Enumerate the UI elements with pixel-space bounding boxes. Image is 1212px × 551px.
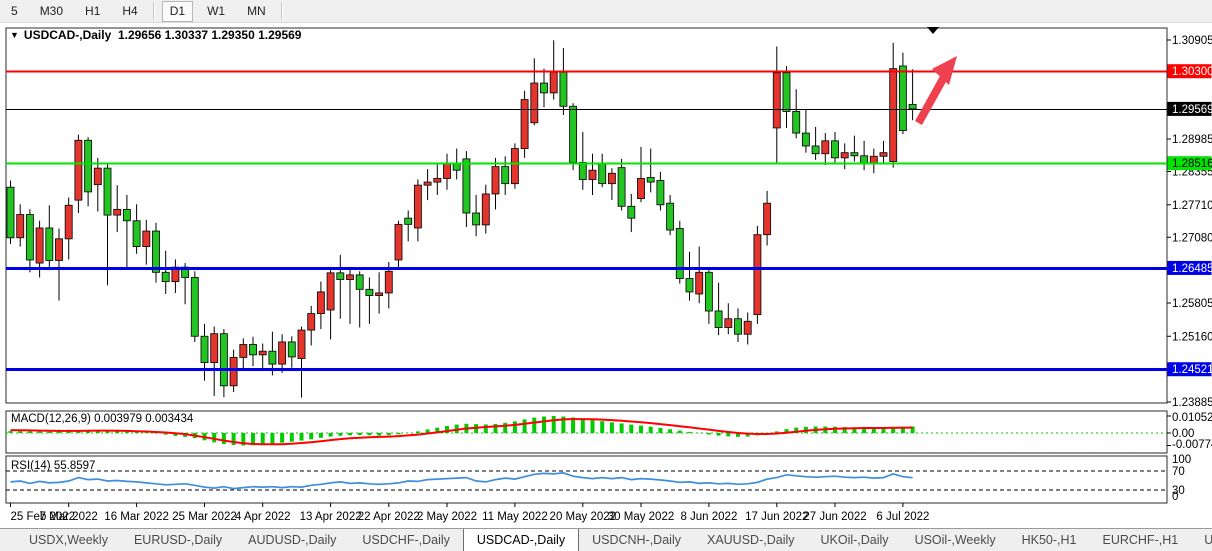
tab-eurchf-h1[interactable]: EURCHF-,H1: [1102, 533, 1179, 547]
svg-text:8 Jun 2022: 8 Jun 2022: [680, 511, 737, 523]
tab-usoil-weekly[interactable]: USOil-,Weekly: [914, 533, 996, 547]
rsi-layer: [6, 470, 1167, 491]
timeframe-button-h4[interactable]: H4: [122, 3, 138, 18]
svg-text:70: 70: [1172, 466, 1185, 478]
macd-main-value: 0.003979: [94, 413, 143, 425]
svg-text:16 Mar 2022: 16 Mar 2022: [104, 511, 169, 523]
price-level-lines[interactable]: [6, 70, 1167, 371]
rsi-panel-frame: [5, 455, 1168, 504]
tab-usdcad-daily[interactable]: USDCAD-,Daily: [462, 529, 580, 551]
timeframe-button-m30[interactable]: M30: [39, 3, 64, 18]
macd-signal-value: 0.003434: [145, 413, 194, 425]
svg-text:22 Apr 2022: 22 Apr 2022: [358, 511, 420, 523]
svg-text:1.23885: 1.23885: [1172, 397, 1212, 409]
macd-layer: [6, 416, 1167, 446]
tab-audusd-daily[interactable]: AUDUSD-,Daily: [248, 533, 337, 547]
chart-area: 1.30905 1.28985 1.28355 1.27710 1.27080 1.258…: [0, 23, 1212, 528]
svg-text:25 Feb 2022: 25 Feb 2022: [11, 511, 76, 523]
svg-text:30 May 2022: 30 May 2022: [608, 511, 675, 523]
tab-eurusd-daily[interactable]: EURUSD-,Daily: [133, 533, 223, 547]
svg-text:7 Mar 2022: 7 Mar 2022: [40, 511, 98, 523]
tab-usdcnh-daily[interactable]: USDCNH-,Daily: [592, 533, 681, 547]
svg-text:27 Jun 2022: 27 Jun 2022: [803, 511, 866, 523]
svg-text:6 Jul 2022: 6 Jul 2022: [876, 511, 929, 523]
svg-text:1.26485: 1.26485: [1172, 263, 1212, 275]
svg-text:0.01052: 0.01052: [1172, 412, 1212, 424]
macd-indicator-label: MACD(12,26,9) 0.003979 0.003434: [11, 413, 194, 425]
timeframe-button-w1[interactable]: W1: [207, 3, 226, 18]
svg-text:-0.007744: -0.007744: [1172, 439, 1212, 451]
svg-text:30: 30: [1172, 485, 1185, 497]
svg-text:4 Apr 2022: 4 Apr 2022: [235, 511, 291, 523]
tab-usdx-weekly[interactable]: USDX,Weekly: [29, 533, 108, 547]
main-panel-frame: [5, 27, 1168, 404]
symbol-dropdown-icon[interactable]: ▼: [10, 30, 19, 40]
svg-text:13 Apr 2022: 13 Apr 2022: [300, 511, 362, 523]
svg-text:2 May 2022: 2 May 2022: [417, 511, 477, 523]
svg-text:1.28516: 1.28516: [1172, 158, 1212, 170]
rsi-value: 55.8597: [53, 460, 96, 472]
svg-text:11 May 2022: 11 May 2022: [482, 511, 548, 523]
svg-text:100: 100: [1172, 454, 1191, 466]
svg-text:1.25160: 1.25160: [1172, 331, 1212, 343]
timeframe-toolbar: 5 M30 H1 H4 D1 W1 MN: [0, 0, 1212, 23]
svg-text:17 Jun 2022: 17 Jun 2022: [745, 511, 808, 523]
tab-usoil-h[interactable]: USOil-,H: [1191, 529, 1212, 551]
tab-ukoil-daily[interactable]: UKOil-,Daily: [820, 533, 889, 547]
rsi-indicator-label: RSI(14) 55.8597: [11, 460, 96, 472]
svg-text:1.25805: 1.25805: [1172, 298, 1212, 310]
chart-ohlc-values: 1.29656 1.30337 1.29350 1.29569: [117, 28, 302, 42]
chart-symbol-label: USDCAD-,Daily: [23, 28, 112, 42]
price-chart-canvas: 1.309051.289851.283551.277101.270801.258…: [5, 27, 1212, 523]
timeframe-button-d1[interactable]: D1: [161, 0, 194, 22]
timeframe-button-mn[interactable]: MN: [247, 3, 266, 18]
svg-text:0: 0: [1172, 491, 1178, 503]
svg-text:25 Mar 2022: 25 Mar 2022: [172, 511, 237, 523]
svg-text:1.24521: 1.24521: [1172, 364, 1212, 376]
symbol-tab-bar: USDX,Weekly EURUSD-,Daily AUDUSD-,Daily USD…: [0, 528, 1212, 551]
timeframe-button-5[interactable]: 5: [11, 3, 18, 18]
svg-text:1.27080: 1.27080: [1172, 232, 1212, 244]
price-scale: 1.309051.289851.283551.277101.270801.258…: [1167, 35, 1212, 503]
triangle-marker-icon: [927, 27, 939, 34]
svg-text:1.28985: 1.28985: [1172, 134, 1212, 146]
toolbar-separator: [280, 2, 283, 20]
chart-title: ▼ USDCAD-,Daily 1.29656 1.30337 1.29350 1…: [10, 28, 301, 42]
svg-text:1.30300: 1.30300: [1172, 66, 1212, 78]
tab-usdchf-daily[interactable]: USDCHF-,Daily: [362, 533, 450, 547]
trend-arrow-annotation[interactable]: [915, 56, 957, 125]
macd-panel-frame: [5, 410, 1168, 454]
svg-text:1.29569: 1.29569: [1172, 104, 1212, 116]
tab-hk50-h1[interactable]: HK50-,H1: [1021, 533, 1077, 547]
svg-text:20 May 2022: 20 May 2022: [550, 511, 617, 523]
svg-text:0.00: 0.00: [1172, 428, 1194, 440]
toolbar-separator: [152, 2, 155, 20]
svg-text:1.30905: 1.30905: [1172, 35, 1212, 47]
svg-text:1.27710: 1.27710: [1172, 200, 1212, 212]
tab-xauusd-daily[interactable]: XAUUSD-,Daily: [706, 533, 795, 547]
timeframe-button-h1[interactable]: H1: [85, 3, 101, 18]
candles-layer: [6, 40, 917, 398]
